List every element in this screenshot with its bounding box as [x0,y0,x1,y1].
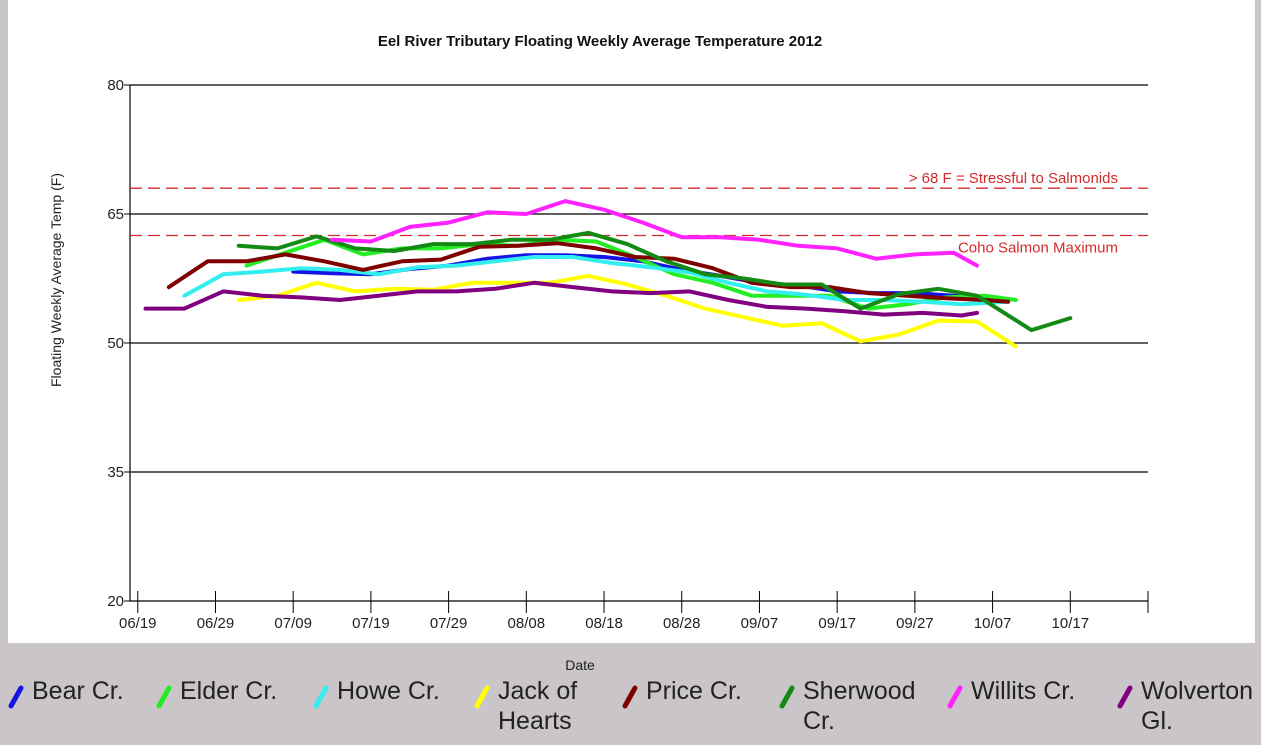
legend-swatch-line [313,685,329,709]
y-tick-label: 20 [107,593,124,610]
legend-swatch-line [8,685,24,709]
series-line [236,230,1073,333]
y-tick-label: 50 [107,335,124,352]
series-line [330,199,979,268]
legend-swatch-line [947,685,963,709]
legend-label: Elder Cr. [180,677,278,705]
legend-label: Wolverton Gl. [1141,677,1254,735]
legend-swatch-line [1117,685,1133,709]
x-tick-label: 09/27 [896,615,934,632]
x-tick-label: 08/28 [663,615,701,632]
legend-swatch-line [622,685,638,709]
chart-title: Eel River Tributary Floating Weekly Aver… [378,33,822,50]
y-tick-label: 65 [107,206,124,223]
legend-swatch [1117,685,1133,709]
x-tick-label: 10/07 [974,615,1012,632]
series-line [143,280,979,318]
x-tick-label: 08/08 [508,615,546,632]
x-tick-label: 08/18 [585,615,623,632]
legend-item: Jack of Hearts [474,676,608,736]
series-line [236,273,1018,349]
x-tick-label: 07/29 [430,615,468,632]
legend-swatch [156,685,172,709]
chart: Eel River Tributary Floating Weekly Aver… [48,33,1149,673]
x-tick-label: 06/29 [197,615,235,632]
x-tick-label: 06/19 [119,615,157,632]
legend-item: Sherwood Cr. [779,676,916,736]
legend-label: Bear Cr. [32,677,124,705]
legend-item: Bear Cr. [8,676,124,710]
legend-item: Elder Cr. [156,676,277,710]
legend-item: Howe Cr. [313,676,440,710]
legend-label: Howe Cr. [337,677,440,705]
legend-swatch [622,685,638,709]
reference-label: > 68 F = Stressful to Salmonids [909,170,1118,187]
legend-swatch [8,685,24,709]
chart-panel [8,0,1255,643]
legend-item: Willits Cr. [947,676,1075,710]
legend-item: Price Cr. [622,676,742,710]
legend-label: Jack of Hearts [498,677,578,735]
legend-swatch [947,685,963,709]
legend-swatch [779,685,795,709]
legend-swatch-line [779,685,795,709]
series-line [182,255,1011,307]
legend: Bear Cr. Elder Cr. Howe Cr. Jack of Hearts P… [0,676,1261,745]
legend-label: Price Cr. [646,677,742,705]
legend-swatch-line [156,685,172,709]
x-tick-label: 10/17 [1052,615,1090,632]
legend-label: Willits Cr. [971,677,1076,705]
x-tick-label: 07/09 [274,615,312,632]
y-tick-label: 80 [107,77,124,94]
reference-label: Coho Salmon Maximum [958,240,1118,257]
legend-swatch-line [474,685,490,709]
legend-item: Wolverton Gl. [1117,676,1261,736]
y-axis-label: Floating Weekly Average Temp (F) [48,173,64,387]
x-tick-label: 09/17 [818,615,856,632]
x-axis-label: Date [565,657,595,673]
legend-swatch [474,685,490,709]
x-tick-label: 07/19 [352,615,390,632]
y-tick-label: 35 [107,464,124,481]
legend-swatch [313,685,329,709]
series-line [166,241,1011,304]
x-tick-label: 09/07 [741,615,779,632]
legend-label: Sherwood Cr. [803,677,916,735]
